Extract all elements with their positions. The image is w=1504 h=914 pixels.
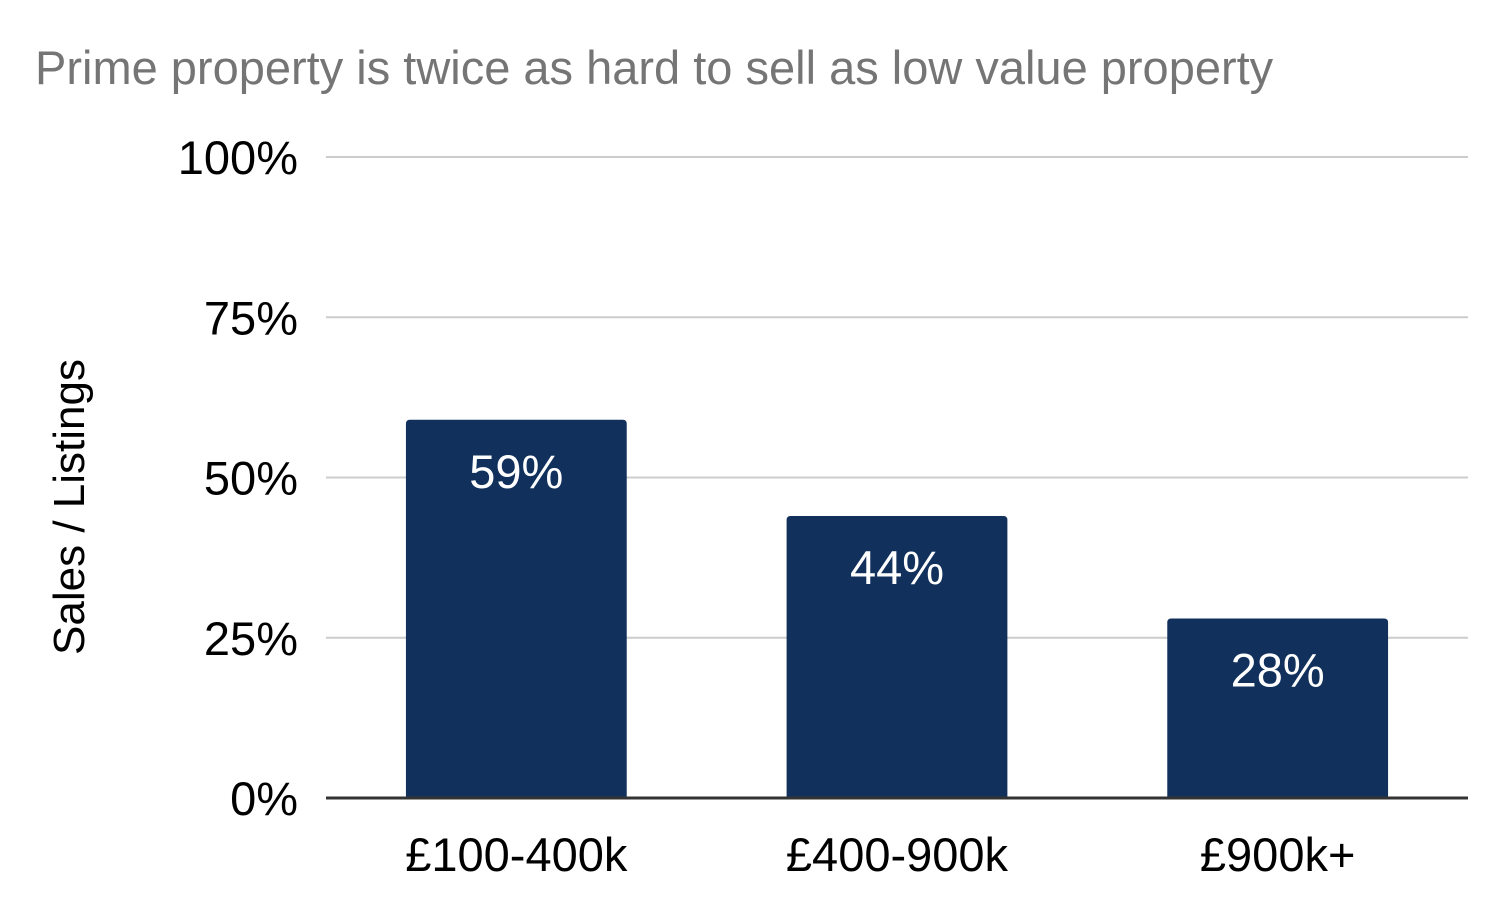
chart-title: Prime property is twice as hard to sell … [35,41,1274,94]
y-axis-label: Sales / Listings [45,359,94,655]
x-tick-label: £400-900k [786,828,1009,881]
y-tick-label: 50% [204,452,298,505]
data-label: 28% [1231,644,1325,697]
y-tick-label: 25% [204,612,298,665]
y-tick-labels: 0% 25% 50% 75% 100% [178,131,298,825]
bar [786,515,1008,798]
data-label: 44% [850,541,944,594]
x-tick-label: £100-400k [405,828,628,881]
y-tick-label: 100% [178,131,298,184]
bar [1167,618,1389,798]
data-label: 59% [469,445,563,498]
y-tick-label: 0% [230,772,298,825]
x-tick-label: £900k+ [1200,828,1356,881]
data-labels: 59% 44% 28% [469,445,1324,697]
x-tick-labels: £100-400k £400-900k £900k+ [405,828,1355,881]
y-tick-label: 75% [204,291,298,344]
bar [405,419,627,798]
bars [405,419,1389,798]
